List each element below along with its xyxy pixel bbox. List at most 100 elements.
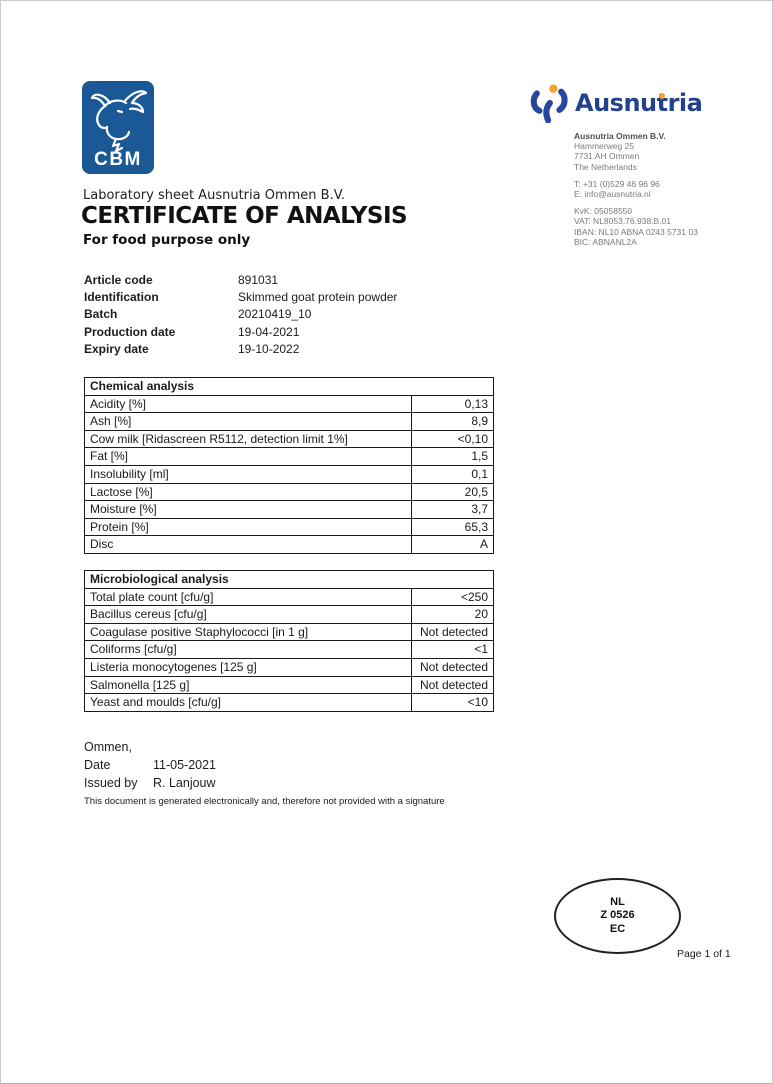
cbm-logo: CBM: [82, 81, 154, 174]
date-value: 11-05-2021: [153, 758, 217, 772]
table-row: Listeria monocytogenes [125 g] Not detec…: [84, 657, 494, 677]
electronic-signature-disclaimer: This document is generated electronicall…: [84, 796, 445, 807]
table-row: Fat [%] 1,5: [84, 447, 494, 466]
contact-line: E: info@ausnutria.nl: [574, 189, 651, 200]
value-cell: 1,5: [411, 447, 494, 466]
place-line: Ommen,: [84, 740, 216, 758]
value-cell: Not detected: [411, 657, 494, 677]
contact-line: T: +31 (0)529 46 96 96: [574, 178, 660, 189]
issued-by-value: R. Lanjouw: [153, 776, 216, 790]
details-row: Batch 20210419_10: [84, 307, 397, 324]
address-line: Hammerweg 25: [574, 141, 634, 152]
details-row: Production date 19-04-2021: [84, 325, 397, 342]
parameter-cell: Yeast and moulds [cfu/g]: [84, 693, 412, 712]
registration-group: KvK: 05058550 VAT: NL8053.76.938.B.01 IBAN…: [574, 206, 744, 247]
value-cell: 20,5: [411, 482, 494, 502]
registration-line: VAT: NL8053.76.938.B.01: [574, 216, 672, 227]
table-row: Moisture [%] 3,7: [84, 500, 494, 519]
parameter-cell: Coliforms [cfu/g]: [84, 640, 412, 659]
date-line: Date 11-05-2021: [84, 758, 216, 776]
value-cell: 20: [411, 605, 494, 624]
details-row: Expiry date 19-10-2022: [84, 342, 397, 359]
parameter-cell: Cow milk [Ridascreen R5112, detection li…: [84, 429, 412, 449]
table-row: Yeast and moulds [cfu/g] <10: [84, 693, 494, 712]
parameter-cell: Listeria monocytogenes [125 g]: [84, 657, 412, 677]
table-row: Ash [%] 8,9: [84, 412, 494, 431]
parameter-cell: Lactose [%]: [84, 482, 412, 502]
page-subtitle: For food purpose only: [83, 232, 251, 248]
page-indicator: Page 1 of 1: [677, 948, 731, 960]
table-row: Cow milk [Ridascreen R5112, detection li…: [84, 429, 494, 449]
details-label: Production date: [84, 324, 176, 339]
value-cell: <1: [411, 640, 494, 659]
registration-line: BIC: ABNANL2A: [574, 236, 637, 247]
svg-text:CBM: CBM: [94, 149, 142, 170]
table-row: Coliforms [cfu/g] <1: [84, 640, 494, 659]
value-cell: 65,3: [411, 517, 494, 537]
registration-line: IBAN: NL10 ABNA 0243 5731 03: [574, 226, 698, 237]
parameter-cell: Total plate count [cfu/g]: [84, 587, 412, 607]
goat-head-icon: CBM: [82, 81, 154, 174]
product-details: Article code 891031 Identification Skimm…: [84, 273, 397, 359]
parameter-cell: Insolubility [ml]: [84, 464, 412, 484]
value-cell: 8,9: [411, 412, 494, 431]
details-label: Identification: [84, 290, 159, 305]
stamp-line: Z 0526: [600, 909, 635, 922]
parameter-cell: Coagulase positive Staphylococci [in 1 g…: [84, 622, 412, 642]
parameter-cell: Disc: [84, 535, 412, 554]
table-header-row: Microbiological analysis: [84, 570, 494, 589]
lab-sheet-line: Laboratory sheet Ausnutria Ommen B.V.: [83, 188, 346, 203]
value-cell: <0,10: [411, 429, 494, 449]
details-value: 19-04-2021: [238, 324, 300, 339]
registration-line: KvK: 05058550: [574, 206, 633, 217]
parameter-cell: Ash [%]: [84, 412, 412, 431]
microbiological-analysis-table: Microbiological analysis Total plate cou…: [84, 570, 494, 712]
date-label: Date: [84, 758, 111, 772]
value-cell: Not detected: [411, 675, 494, 695]
value-cell: <250: [411, 587, 494, 607]
parameter-cell: Protein [%]: [84, 517, 412, 537]
ausnutria-brand-text: Ausnutria: [575, 89, 703, 117]
value-cell: Not detected: [411, 622, 494, 642]
details-value: 20210419_10: [238, 307, 312, 322]
contact-group: T: +31 (0)529 46 96 96 E: info@ausnutria.…: [574, 179, 744, 199]
brand-i-dot-accent: [659, 93, 665, 99]
address-line: 7731 AH Ommen: [574, 151, 640, 162]
parameter-cell: Acidity [%]: [84, 394, 412, 414]
value-cell: A: [411, 535, 494, 554]
table-row: Protein [%] 65,3: [84, 517, 494, 537]
value-cell: 3,7: [411, 500, 494, 519]
details-row: Article code 891031: [84, 273, 397, 290]
company-address-block: Ausnutria Ommen B.V. Hammerweg 25 7731 AH…: [574, 131, 744, 247]
signoff-block: Ommen, Date 11-05-2021 Issued by R. Lanj…: [84, 740, 216, 794]
stamp-line: NL: [610, 895, 625, 908]
details-value: 19-10-2022: [238, 341, 300, 356]
details-value: Skimmed goat protein powder: [238, 290, 398, 305]
parameter-cell: Bacillus cereus [cfu/g]: [84, 605, 412, 624]
chemical-analysis-header: Chemical analysis: [84, 377, 494, 396]
value-cell: 0,13: [411, 394, 494, 414]
details-label: Batch: [84, 307, 118, 322]
table-row: Total plate count [cfu/g] <250: [84, 587, 494, 607]
parameter-cell: Salmonella [125 g]: [84, 675, 412, 695]
table-row: Insolubility [ml] 0,1: [84, 464, 494, 484]
table-row: Coagulase positive Staphylococci [in 1 g…: [84, 622, 494, 642]
details-row: Identification Skimmed goat protein powd…: [84, 290, 397, 307]
stamp-line: EC: [609, 922, 626, 935]
chemical-analysis-table: Chemical analysis Acidity [%] 0,13 Ash […: [84, 377, 494, 554]
issued-by-label: Issued by: [84, 776, 138, 790]
parameter-cell: Moisture [%]: [84, 500, 412, 519]
table-row: Bacillus cereus [cfu/g] 20: [84, 605, 494, 624]
microbiological-analysis-header: Microbiological analysis: [84, 570, 494, 589]
ausnutria-logo-icon: [529, 83, 569, 124]
issued-line: Issued by R. Lanjouw: [84, 776, 216, 794]
nl-ec-approval-stamp: NL Z 0526 EC: [554, 878, 681, 954]
value-cell: <10: [411, 693, 494, 712]
table-row: Salmonella [125 g] Not detected: [84, 675, 494, 695]
details-label: Expiry date: [84, 341, 149, 356]
value-cell: 0,1: [411, 464, 494, 484]
table-header-row: Chemical analysis: [84, 377, 494, 396]
table-row: Lactose [%] 20,5: [84, 482, 494, 502]
parameter-cell: Fat [%]: [84, 447, 412, 466]
